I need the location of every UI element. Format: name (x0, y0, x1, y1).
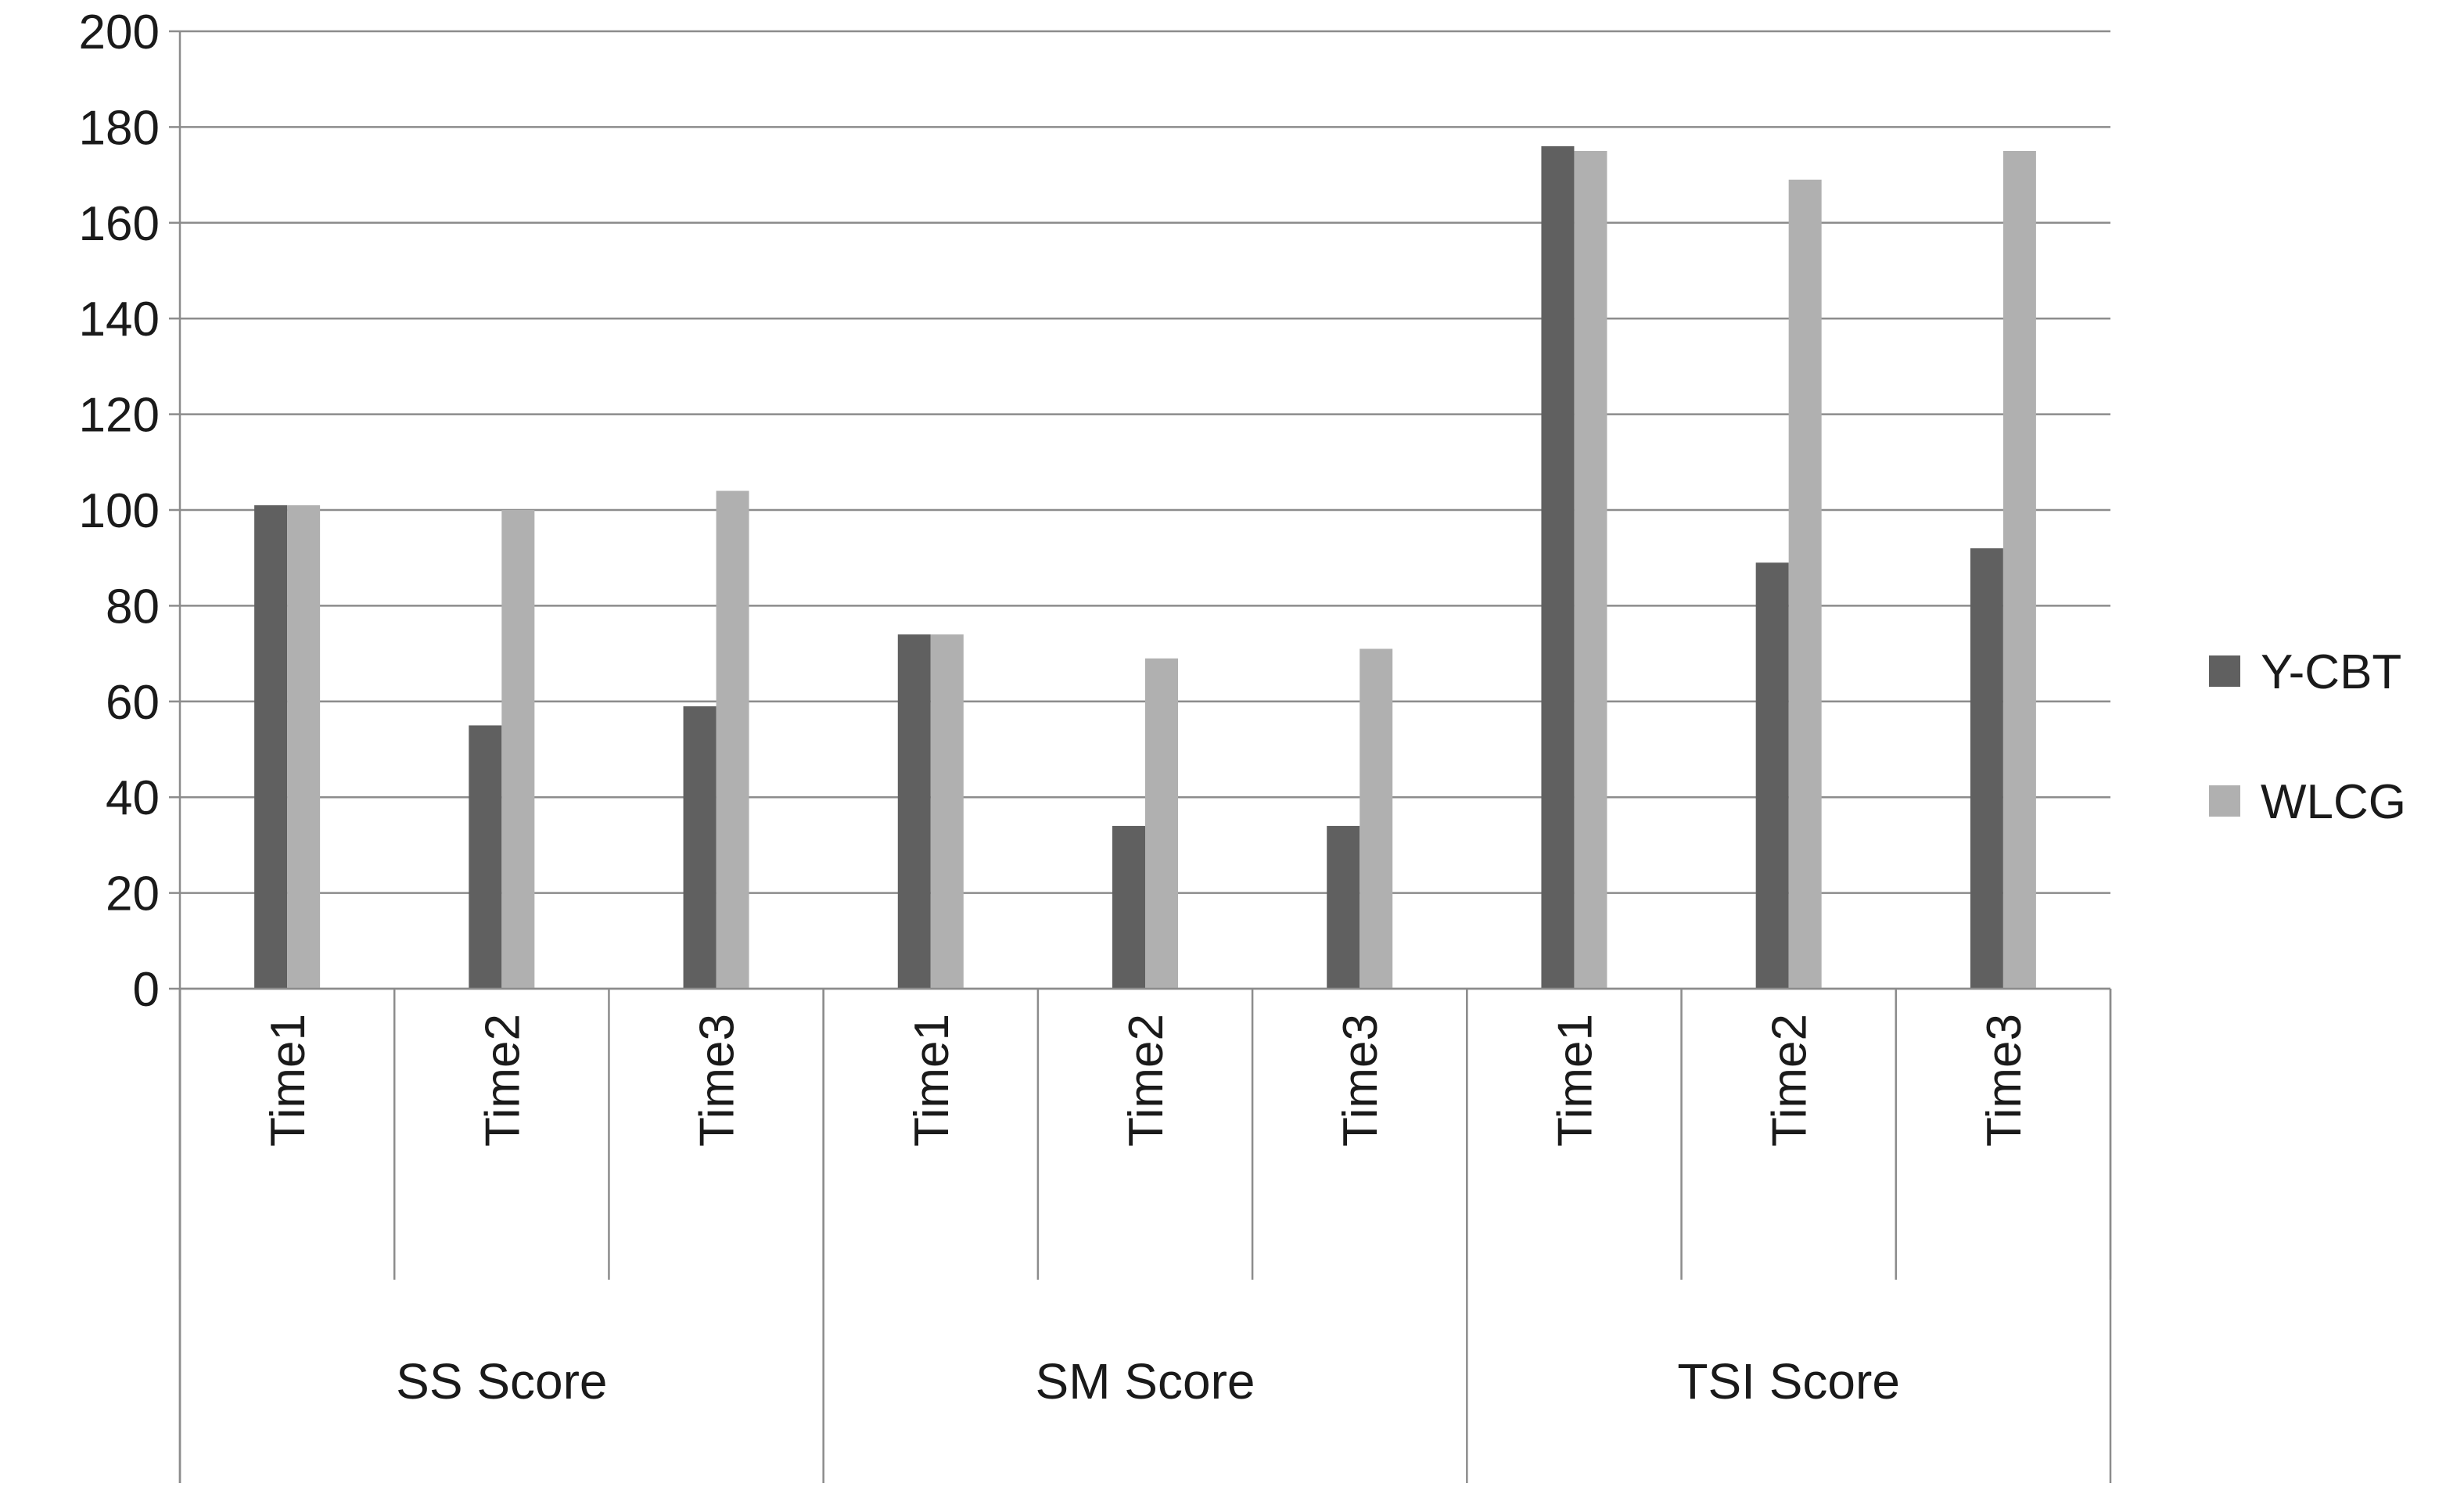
x-axis-tick-labels: Time1 Time2 Time3 Time1 Time2 Time3 Time1 Time2… (261, 1014, 2031, 1147)
legend-swatch (2209, 655, 2240, 687)
x-axis-group-labels: SS Score SM Score TSI Score (396, 1353, 1900, 1410)
y-tick-label: 100 (79, 484, 160, 538)
bar-y-cbt-6 (1541, 145, 1575, 989)
bar-y-cbt-2 (683, 706, 717, 989)
bar-wlcg-6 (1574, 151, 1607, 989)
group-label: TSI Score (1677, 1353, 1900, 1410)
x-tick-label: Time2 (1119, 1014, 1173, 1147)
group-label: SM Score (1036, 1353, 1255, 1410)
bar-wlcg-3 (930, 634, 964, 989)
x-tick-label: Time2 (1763, 1014, 1817, 1147)
y-tick-label: 60 (106, 676, 160, 730)
group-label: SS Score (396, 1353, 607, 1410)
bars (254, 145, 2036, 989)
y-tick-label: 80 (106, 580, 160, 634)
legend: Y-CBT WLCG (2209, 645, 2406, 829)
bar-y-cbt-4 (1112, 825, 1145, 989)
x-tick-label: Time1 (261, 1014, 315, 1147)
y-tick-label: 0 (133, 963, 160, 1017)
y-tick-label: 140 (79, 293, 160, 347)
bar-y-cbt-8 (1970, 548, 2003, 989)
axes (169, 30, 2112, 1483)
bar-y-cbt-0 (254, 505, 288, 989)
bar-wlcg-1 (501, 510, 535, 989)
y-tick-label: 160 (79, 197, 160, 251)
x-tick-label: Time2 (476, 1014, 530, 1147)
bar-wlcg-2 (716, 490, 749, 989)
x-tick-label: Time3 (1334, 1014, 1388, 1147)
legend-label: Y-CBT (2261, 645, 2401, 699)
x-tick-label: Time3 (1977, 1014, 2031, 1147)
x-tick-label: Time3 (691, 1014, 745, 1147)
y-tick-label: 200 (79, 5, 160, 59)
legend-swatch (2209, 785, 2240, 817)
bar-wlcg-5 (1360, 648, 1393, 989)
bar-y-cbt-7 (1755, 562, 1789, 989)
bar-y-cbt-5 (1327, 825, 1360, 989)
bar-y-cbt-1 (469, 725, 502, 989)
x-tick-label: Time1 (905, 1014, 959, 1147)
bar-wlcg-8 (2002, 151, 2036, 989)
legend-label: WLCG (2261, 775, 2406, 829)
x-tick-label: Time1 (1548, 1014, 1602, 1147)
y-tick-label: 180 (79, 101, 160, 155)
y-tick-label: 20 (106, 867, 160, 921)
bar-y-cbt-3 (897, 634, 931, 989)
bar-wlcg-0 (287, 505, 321, 989)
y-tick-label: 120 (79, 389, 160, 443)
y-tick-label: 40 (106, 771, 160, 825)
bar-wlcg-7 (1788, 179, 1822, 989)
bar-wlcg-4 (1145, 658, 1178, 989)
y-axis-tick-labels: 0 20 40 60 80 100 120 140 160 180 200 (79, 5, 160, 1017)
